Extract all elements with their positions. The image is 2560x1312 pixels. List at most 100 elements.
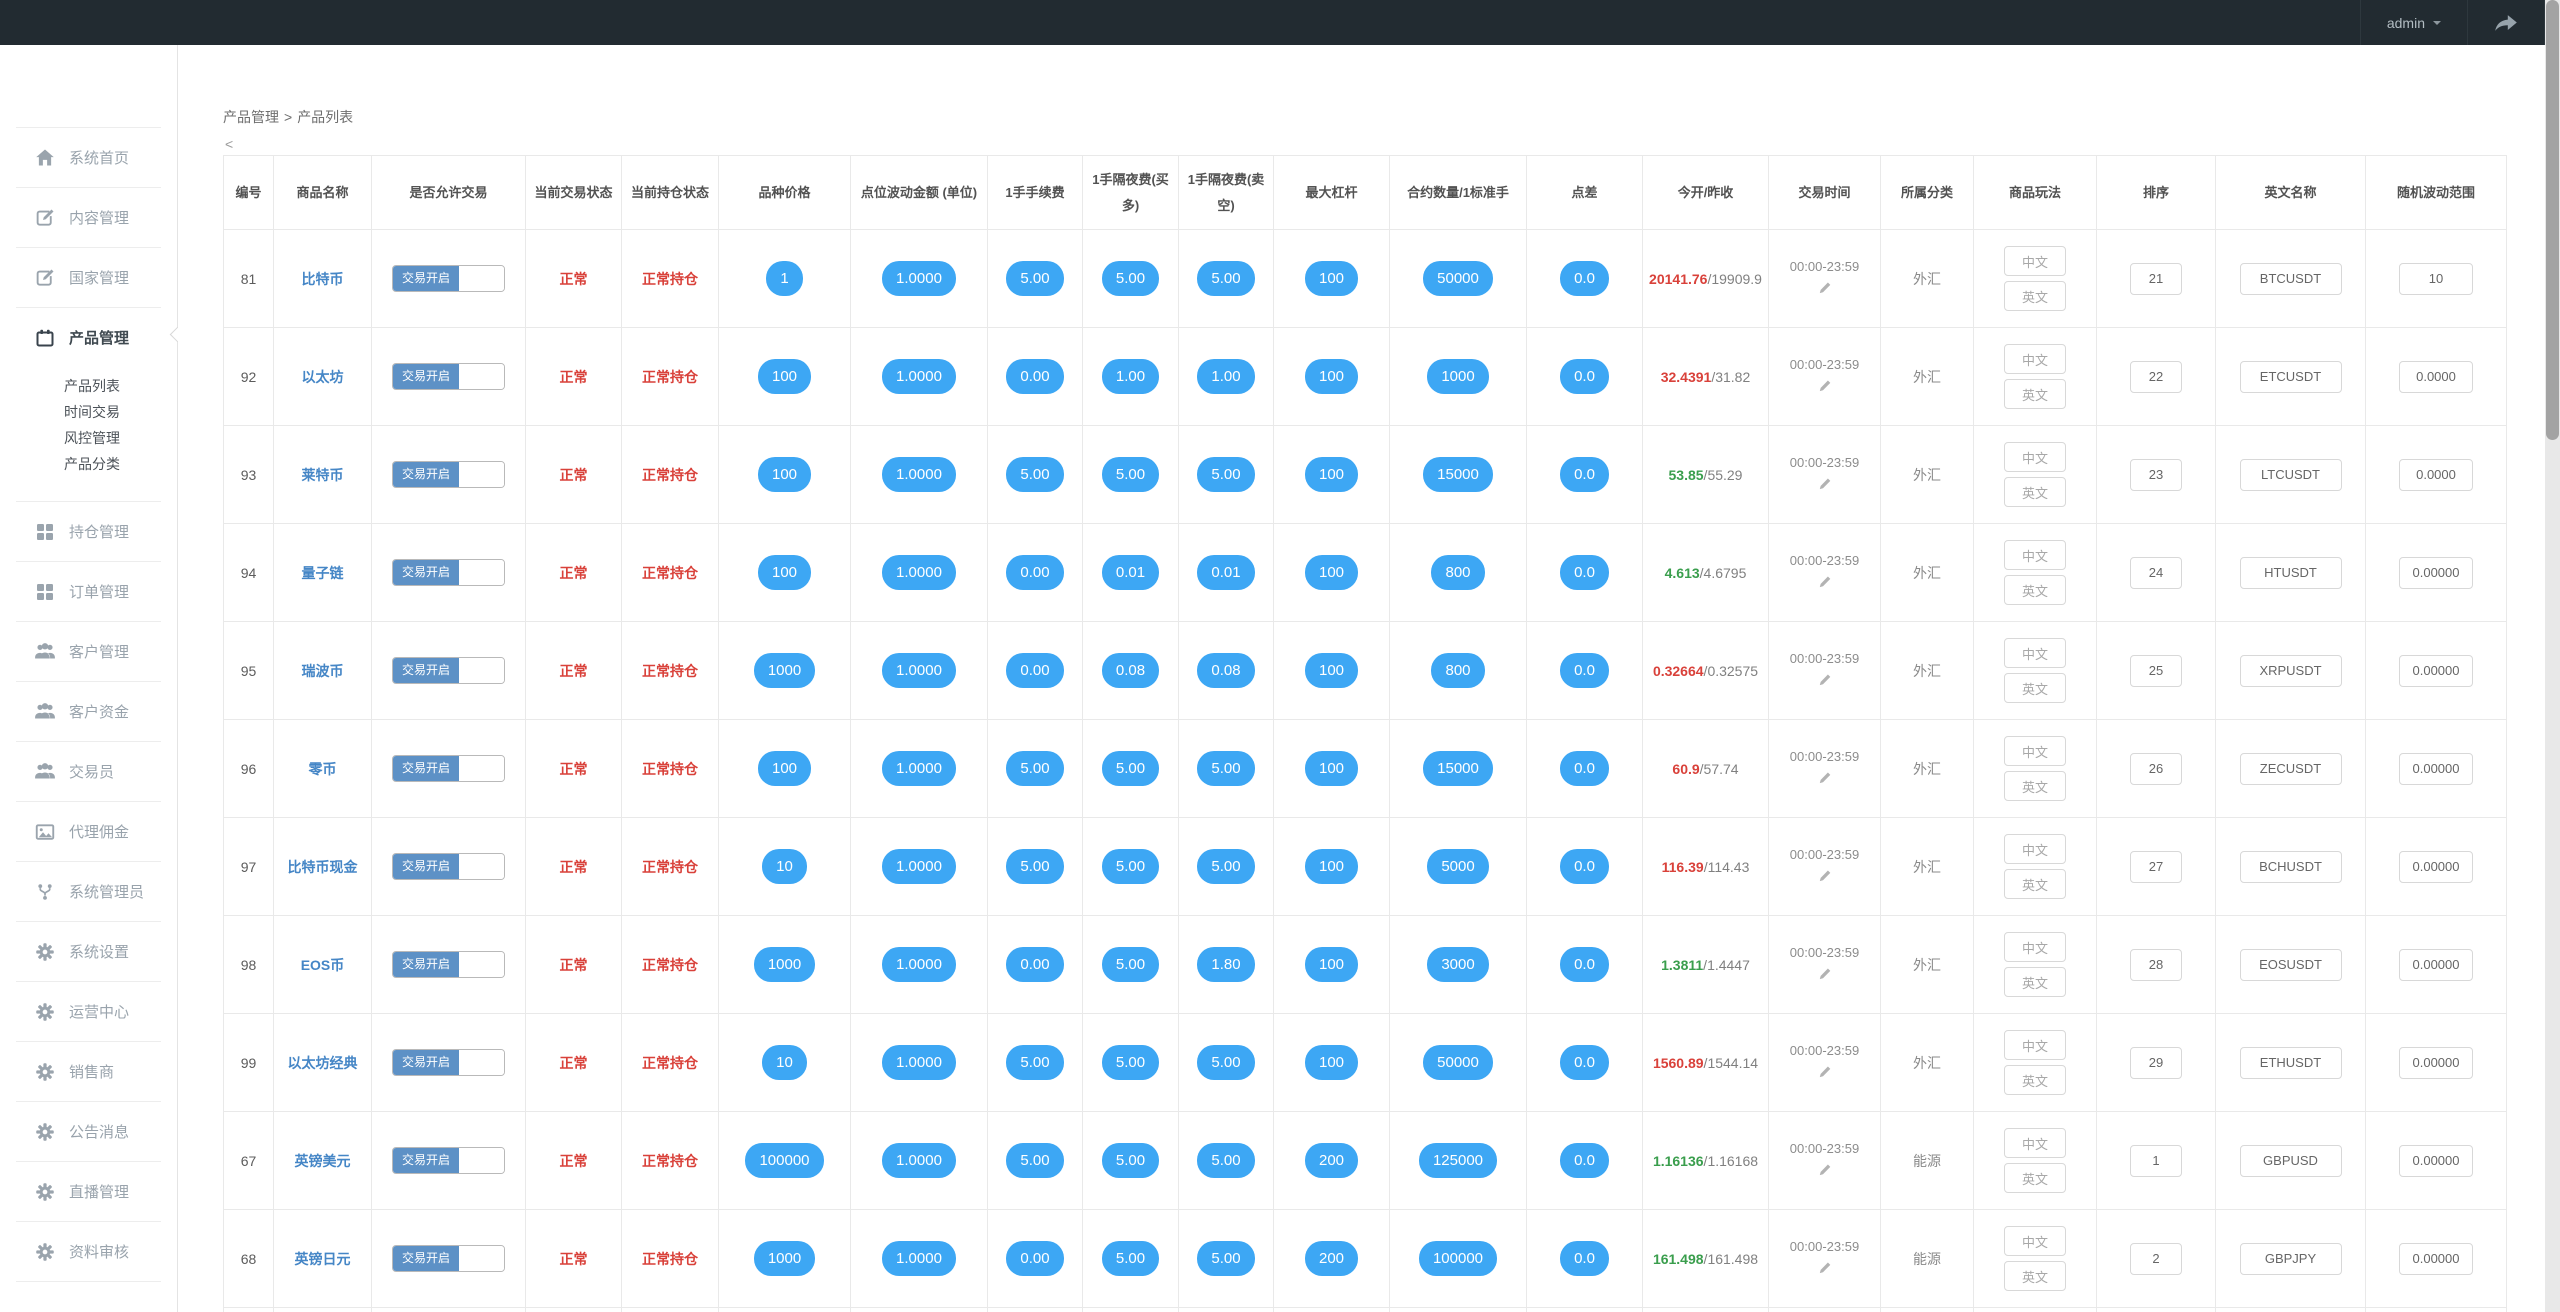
overnight-sell-pill[interactable]: 5.00 bbox=[1197, 1143, 1255, 1178]
english-name-input[interactable] bbox=[2239, 556, 2342, 589]
point-amount-pill[interactable]: 1.0000 bbox=[882, 653, 956, 688]
english-play-button[interactable]: 英文 bbox=[2004, 673, 2066, 703]
sidebar-item-0[interactable]: 系统首页 bbox=[0, 128, 177, 187]
sort-input[interactable] bbox=[2130, 360, 2182, 393]
english-play-button[interactable]: 英文 bbox=[2004, 967, 2066, 997]
spread-pill[interactable]: 0.0 bbox=[1560, 1241, 1609, 1276]
random-range-input[interactable] bbox=[2399, 1144, 2473, 1177]
sidebar-item-10[interactable]: 系统管理员 bbox=[0, 862, 177, 921]
product-name-link[interactable]: 量子链 bbox=[301, 564, 344, 581]
price-pill[interactable]: 10 bbox=[762, 1045, 807, 1080]
fee-pill[interactable]: 0.00 bbox=[1006, 653, 1064, 688]
fee-pill[interactable]: 5.00 bbox=[1006, 1143, 1064, 1178]
price-pill[interactable]: 10 bbox=[762, 849, 807, 884]
fee-pill[interactable]: 5.00 bbox=[1006, 751, 1064, 786]
sidebar-item-9[interactable]: 代理佣金 bbox=[0, 802, 177, 861]
overnight-buy-pill[interactable]: 5.00 bbox=[1101, 261, 1160, 296]
english-name-input[interactable] bbox=[2239, 360, 2342, 393]
point-amount-pill[interactable]: 1.0000 bbox=[882, 1045, 956, 1080]
edit-time-icon[interactable] bbox=[1818, 1163, 1832, 1177]
spread-pill[interactable]: 0.0 bbox=[1560, 555, 1609, 590]
sort-input[interactable] bbox=[2130, 1046, 2182, 1079]
sort-input[interactable] bbox=[2130, 458, 2182, 491]
spread-pill[interactable]: 0.0 bbox=[1560, 751, 1609, 786]
random-range-input[interactable] bbox=[2399, 458, 2473, 491]
submenu-item[interactable]: 产品列表 bbox=[64, 378, 120, 394]
sort-input[interactable] bbox=[2130, 556, 2182, 589]
sidebar-item-13[interactable]: 销售商 bbox=[0, 1042, 177, 1101]
trade-toggle[interactable]: 交易开启 bbox=[392, 1147, 505, 1174]
random-range-input[interactable] bbox=[2399, 948, 2473, 981]
leverage-pill[interactable]: 100 bbox=[1304, 359, 1359, 394]
product-name-link[interactable]: EOS币 bbox=[300, 956, 345, 973]
product-name-link[interactable]: 零币 bbox=[308, 760, 337, 777]
fee-pill[interactable]: 5.00 bbox=[1006, 261, 1064, 296]
random-range-input[interactable] bbox=[2399, 1046, 2473, 1079]
chinese-play-button[interactable]: 中文 bbox=[2004, 736, 2066, 766]
english-play-button[interactable]: 英文 bbox=[2004, 1163, 2066, 1193]
chinese-play-button[interactable]: 中文 bbox=[2004, 246, 2066, 276]
overnight-buy-pill[interactable]: 5.00 bbox=[1101, 1045, 1160, 1080]
sidebar-item-12[interactable]: 运营中心 bbox=[0, 982, 177, 1041]
random-range-input[interactable] bbox=[2399, 360, 2473, 393]
trade-toggle[interactable]: 交易开启 bbox=[392, 363, 505, 390]
sort-input[interactable] bbox=[2130, 1144, 2182, 1177]
overnight-sell-pill[interactable]: 5.00 bbox=[1197, 261, 1255, 296]
contract-pill[interactable]: 5000 bbox=[1427, 849, 1489, 884]
contract-pill[interactable]: 50000 bbox=[1423, 261, 1493, 296]
overnight-buy-pill[interactable]: 5.00 bbox=[1101, 1143, 1160, 1178]
fee-pill[interactable]: 5.00 bbox=[1006, 1045, 1064, 1080]
english-play-button[interactable]: 英文 bbox=[2004, 771, 2066, 801]
contract-pill[interactable]: 1000 bbox=[1427, 359, 1489, 394]
price-pill[interactable]: 100 bbox=[757, 555, 812, 590]
spread-pill[interactable]: 0.0 bbox=[1560, 457, 1609, 492]
sort-input[interactable] bbox=[2130, 752, 2182, 785]
point-amount-pill[interactable]: 1.0000 bbox=[882, 849, 956, 884]
english-play-button[interactable]: 英文 bbox=[2004, 1065, 2066, 1095]
english-name-input[interactable] bbox=[2239, 948, 2342, 981]
spread-pill[interactable]: 0.0 bbox=[1560, 1045, 1609, 1080]
trade-toggle[interactable]: 交易开启 bbox=[392, 1049, 505, 1076]
point-amount-pill[interactable]: 1.0000 bbox=[882, 261, 956, 296]
leverage-pill[interactable]: 100 bbox=[1304, 849, 1359, 884]
random-range-input[interactable] bbox=[2399, 262, 2473, 295]
product-name-link[interactable]: 以太坊 bbox=[301, 368, 344, 385]
english-name-input[interactable] bbox=[2239, 1046, 2342, 1079]
english-name-input[interactable] bbox=[2239, 850, 2342, 883]
point-amount-pill[interactable]: 1.0000 bbox=[882, 1143, 956, 1178]
price-pill[interactable]: 100000 bbox=[745, 1143, 824, 1178]
breadcrumb-parent[interactable]: 产品管理 bbox=[223, 109, 279, 125]
leverage-pill[interactable]: 100 bbox=[1304, 653, 1359, 688]
fee-pill[interactable]: 5.00 bbox=[1006, 849, 1064, 884]
edit-time-icon[interactable] bbox=[1818, 967, 1832, 981]
sidebar-item-7[interactable]: 客户资金 bbox=[0, 682, 177, 741]
product-name-link[interactable]: 比特币现金 bbox=[287, 858, 358, 875]
overnight-buy-pill[interactable]: 5.00 bbox=[1101, 947, 1160, 982]
trade-toggle[interactable]: 交易开启 bbox=[392, 265, 505, 292]
english-name-input[interactable] bbox=[2239, 262, 2342, 295]
trade-toggle[interactable]: 交易开启 bbox=[392, 461, 505, 488]
english-play-button[interactable]: 英文 bbox=[2004, 1261, 2066, 1291]
admin-dropdown[interactable]: admin bbox=[2359, 0, 2467, 45]
price-pill[interactable]: 1000 bbox=[753, 1241, 816, 1276]
overnight-sell-pill[interactable]: 5.00 bbox=[1197, 849, 1255, 884]
english-play-button[interactable]: 英文 bbox=[2004, 281, 2066, 311]
edit-time-icon[interactable] bbox=[1818, 575, 1832, 589]
leverage-pill[interactable]: 100 bbox=[1304, 1045, 1359, 1080]
chinese-play-button[interactable]: 中文 bbox=[2004, 1226, 2066, 1256]
trade-toggle[interactable]: 交易开启 bbox=[392, 951, 505, 978]
contract-pill[interactable]: 800 bbox=[1431, 653, 1485, 688]
overnight-buy-pill[interactable]: 0.01 bbox=[1101, 555, 1160, 590]
submenu-item[interactable]: 风控管理 bbox=[64, 430, 120, 446]
leverage-pill[interactable]: 100 bbox=[1304, 457, 1359, 492]
leverage-pill[interactable]: 100 bbox=[1304, 261, 1359, 296]
contract-pill[interactable]: 800 bbox=[1431, 555, 1485, 590]
point-amount-pill[interactable]: 1.0000 bbox=[882, 751, 956, 786]
sidebar-item-8[interactable]: 交易员 bbox=[0, 742, 177, 801]
product-name-link[interactable]: 莱特币 bbox=[301, 466, 344, 483]
english-name-input[interactable] bbox=[2239, 1144, 2342, 1177]
submenu-item[interactable]: 时间交易 bbox=[64, 404, 120, 420]
overnight-buy-pill[interactable]: 0.08 bbox=[1101, 653, 1160, 688]
sidebar-item-4[interactable]: 持仓管理 bbox=[0, 502, 177, 561]
random-range-input[interactable] bbox=[2399, 556, 2473, 589]
